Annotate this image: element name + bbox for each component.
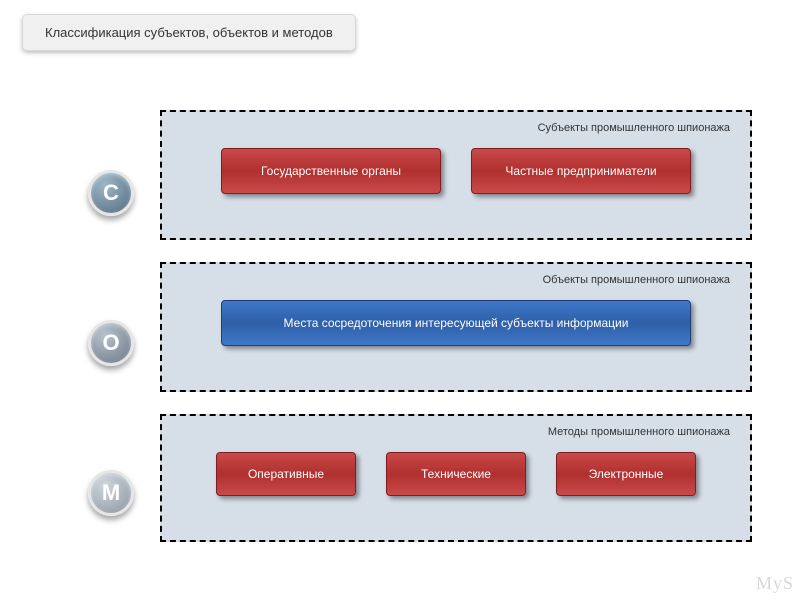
item-box: Оперативные [216, 452, 356, 496]
item-box: Частные предприниматели [471, 148, 691, 194]
panel-row: Государственные органы Частные предприним… [180, 148, 732, 194]
panel-box: Объекты промышленного шпионажа Места соср… [160, 262, 752, 392]
panel-label: Субъекты промышленного шпионажа [538, 122, 730, 134]
watermark: MyS [756, 573, 794, 594]
page-title: Классификация субъектов, объектов и мето… [22, 14, 356, 51]
panel-row: Оперативные Технические Электронные [180, 452, 732, 496]
item-box: Государственные органы [221, 148, 441, 194]
badge-icon: О [88, 320, 134, 366]
badge-icon: М [88, 470, 134, 516]
badge-icon: С [88, 170, 134, 216]
item-box: Технические [386, 452, 526, 496]
panel-box: Методы промышленного шпионажа Оперативные… [160, 414, 752, 542]
panel-label: Объекты промышленного шпионажа [543, 274, 730, 286]
panel-box: Субъекты промышленного шпионажа Государст… [160, 110, 752, 240]
item-box: Электронные [556, 452, 696, 496]
panel-row: Места сосредоточения интересующей субъек… [180, 300, 732, 346]
panel-2: Методы промышленного шпионажа Оперативные… [160, 414, 752, 542]
panel-1: Объекты промышленного шпионажа Места соср… [160, 262, 752, 392]
panel-label: Методы промышленного шпионажа [548, 426, 730, 438]
item-box: Места сосредоточения интересующей субъек… [221, 300, 691, 346]
panel-0: Субъекты промышленного шпионажа Государст… [160, 110, 752, 240]
